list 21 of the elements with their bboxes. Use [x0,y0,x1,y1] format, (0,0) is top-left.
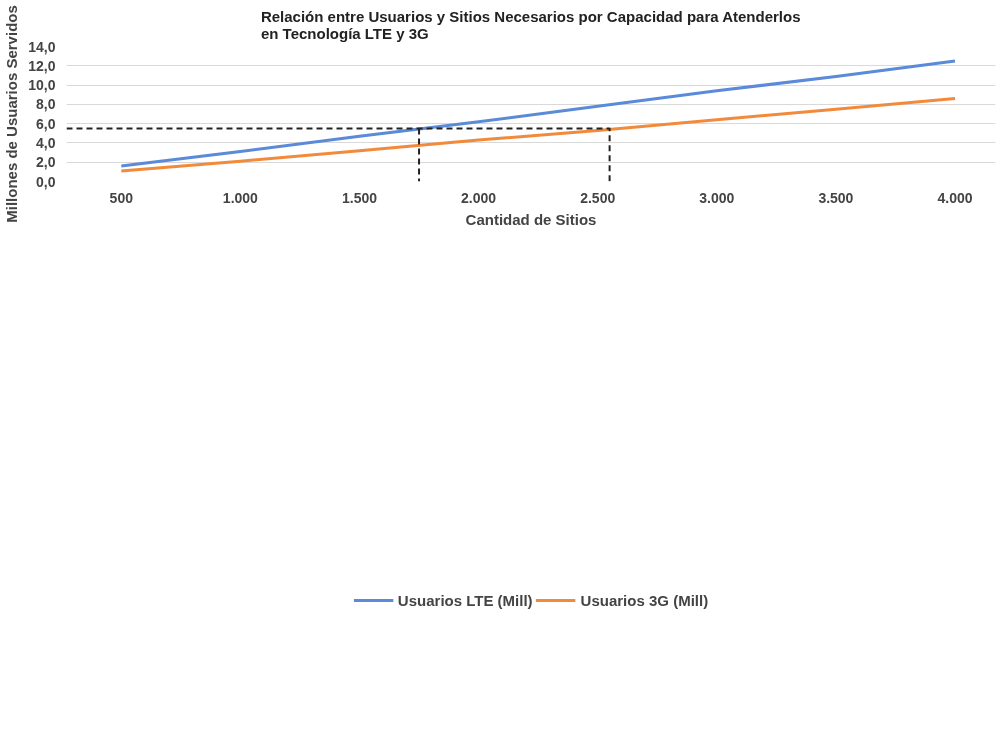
x-tick-label: 2.500 [580,189,616,206]
chart-title: Relación entre Usuarios y Sitios Necesarios por Capacidad para Atenderlos en Tecnología LTE y 3G [260,7,801,42]
y-tick-label: 0,0 [36,173,56,190]
y-tick-label: 14,0 [28,38,56,55]
y-tick-label: 4,0 [36,134,56,151]
x-tick-label: 1.000 [222,189,259,206]
x-tick-label: 500 [109,189,134,206]
x-tick-label: 3.500 [818,189,854,206]
x-axis-title: Cantidad de Sitios [465,210,597,228]
x-tick-label: 3.000 [699,189,735,206]
y-tick-label: 10,0 [28,77,56,94]
x-tick-label: 2.000 [461,189,497,206]
y-tick-label: 6,0 [36,115,56,132]
y-tick-label: 12,0 [28,57,56,74]
y-tick-label: 8,0 [36,96,56,113]
x-tick-label: 4.000 [937,189,973,206]
x-tick-label: 1.500 [341,189,378,206]
legend-label: Usuarios LTE (Mill) [397,591,533,609]
legend-label: Usuarios 3G (Mill) [580,591,709,609]
y-tick-label: 2,0 [36,154,56,171]
y-axis-title: Millones de Usuarios Servidos [3,5,21,223]
